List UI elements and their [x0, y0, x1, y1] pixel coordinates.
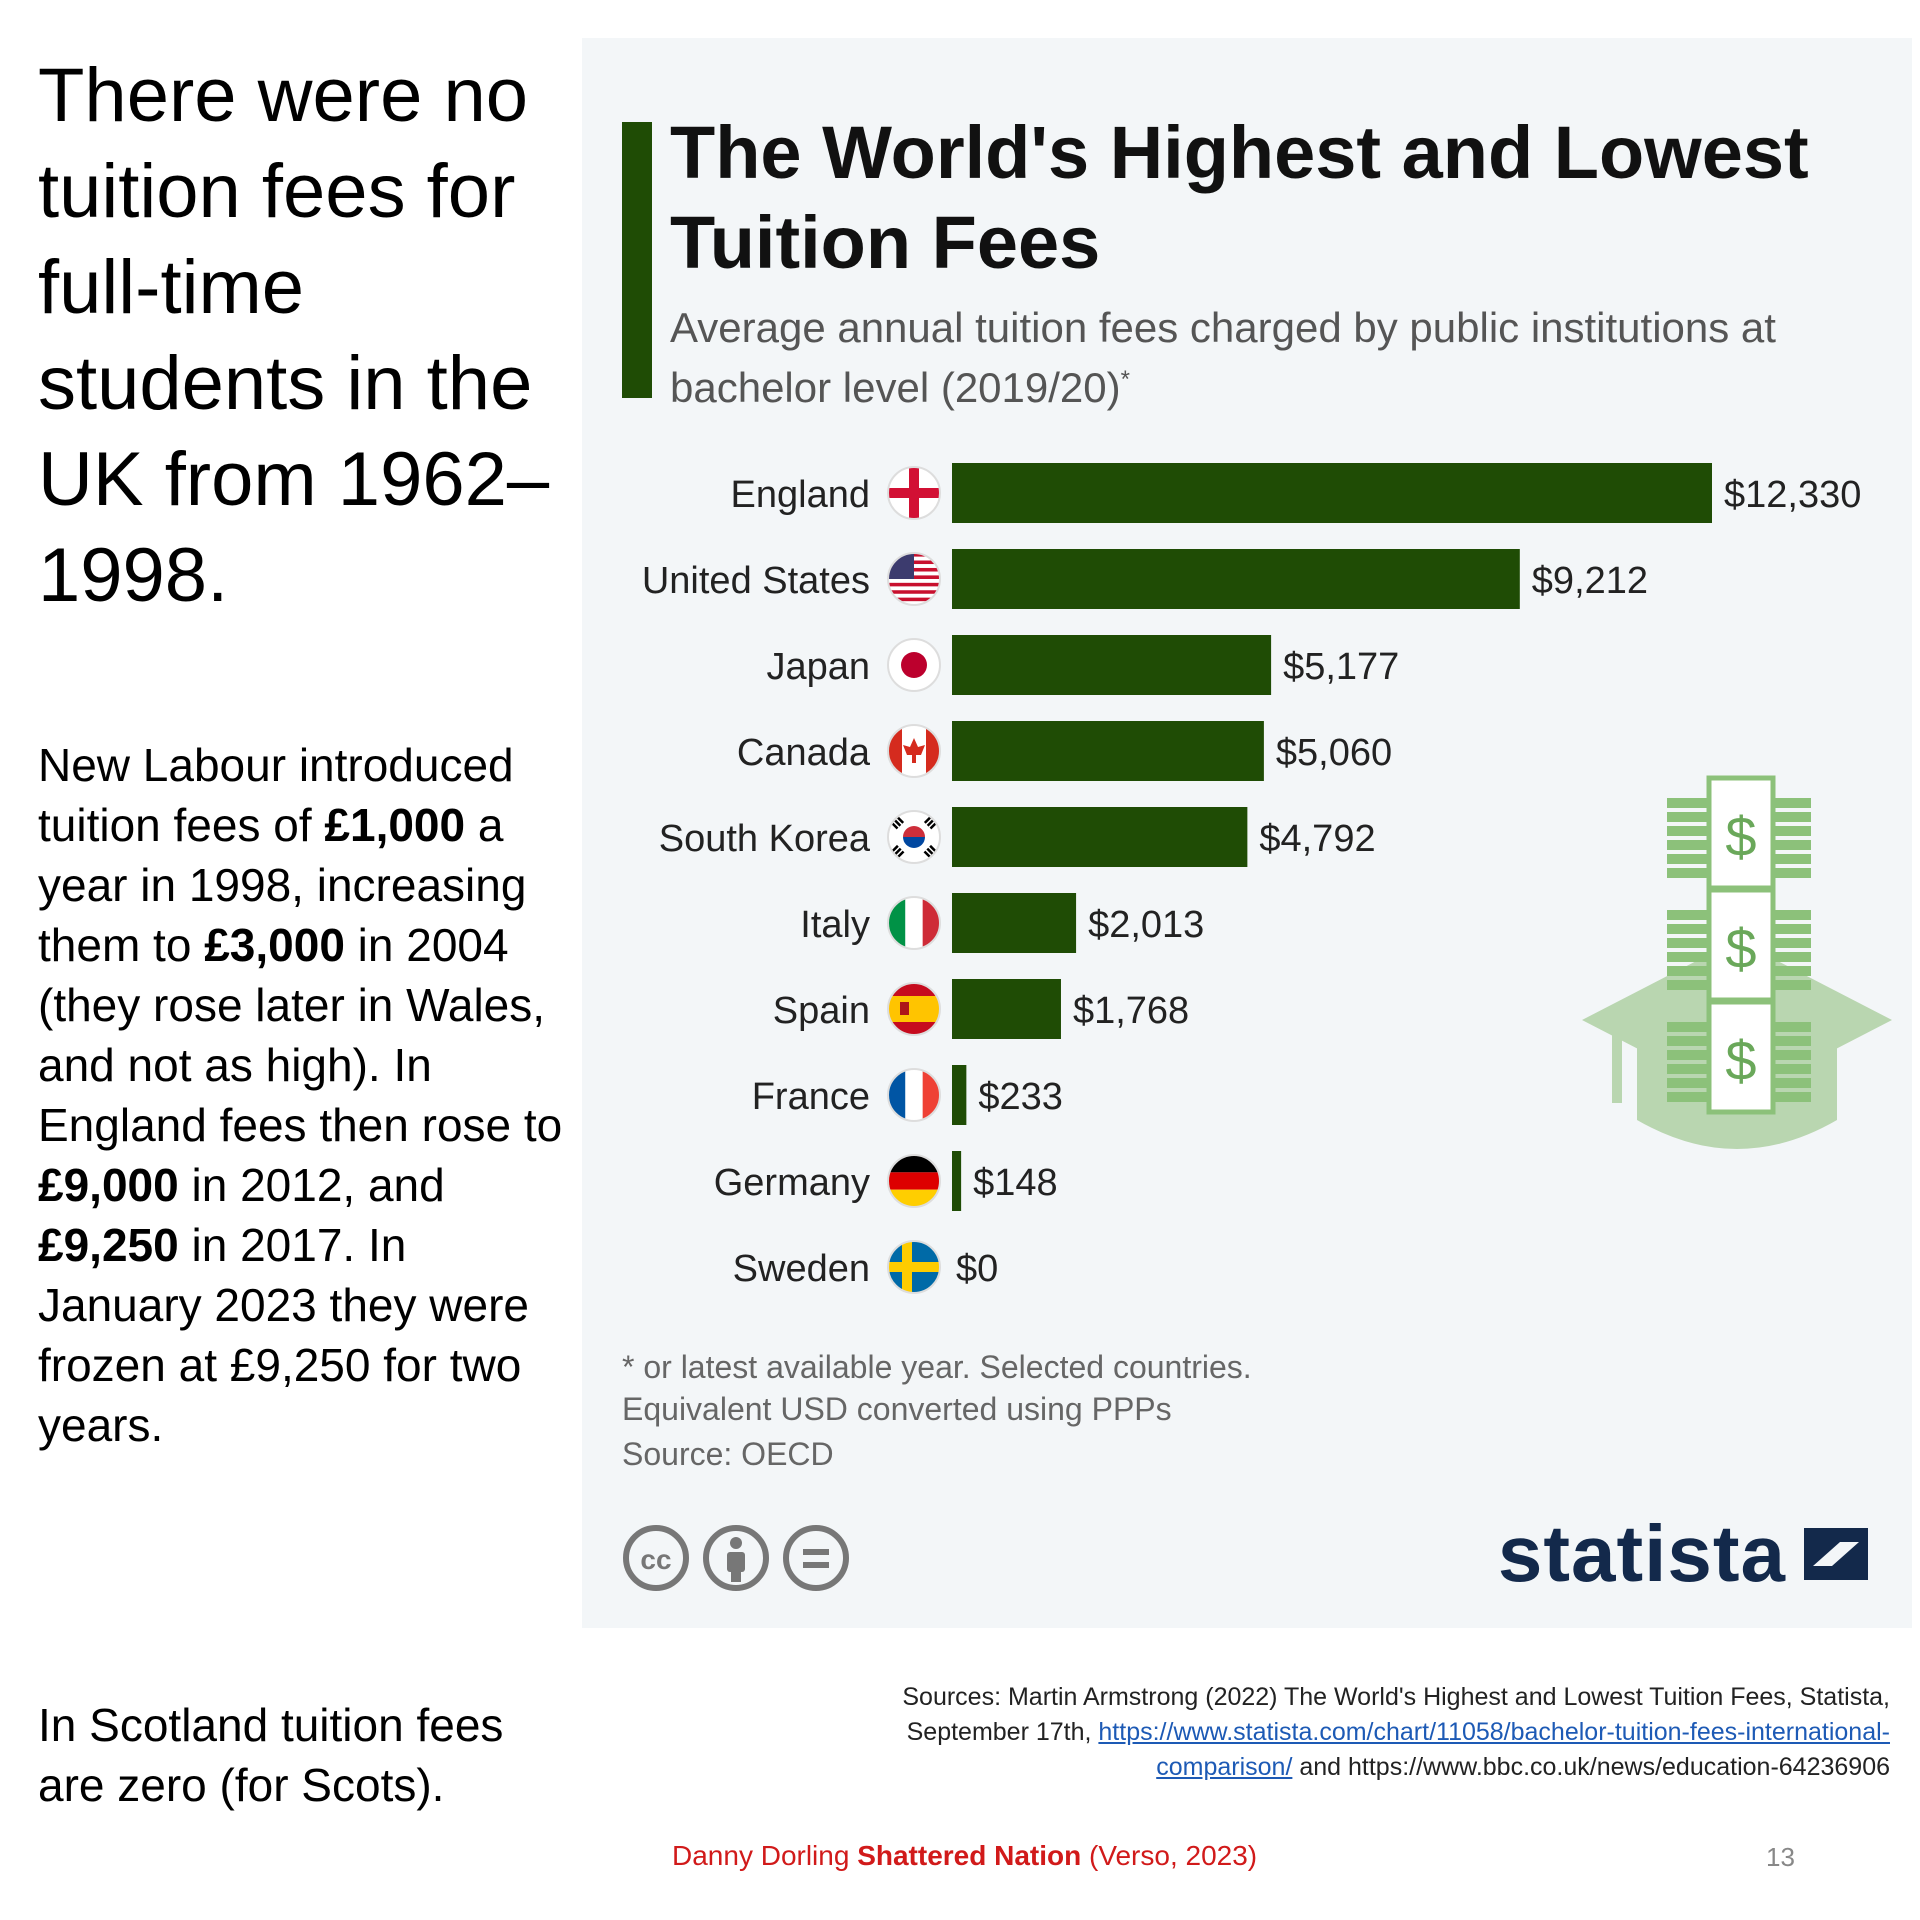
category-label: South Korea: [659, 818, 871, 860]
footnote-line-2: Equivalent USD converted using PPPs: [622, 1391, 1172, 1427]
chart-title: The World's Highest and Lowest Tuition F…: [670, 111, 1809, 284]
value-label: $5,060: [1276, 732, 1392, 774]
bar-row: United States $9,212: [642, 549, 1648, 609]
svg-text:cc: cc: [640, 1544, 671, 1575]
united-states-flag-icon: [887, 552, 941, 606]
credit-publisher: (Verso, 2023): [1081, 1840, 1258, 1871]
category-label: Sweden: [733, 1248, 870, 1290]
title-accent-bar: [622, 122, 652, 398]
credit-author: Danny Dorling: [672, 1840, 858, 1871]
bar-row: England $12,330: [731, 463, 1861, 523]
credit-book-title: Shattered Nation: [857, 1840, 1082, 1871]
slide-heading: There were no tuition fees for full-time…: [38, 53, 550, 618]
chart-source: Source: OECD: [622, 1436, 834, 1472]
references: Sources: Martin Armstrong (2022) The Wor…: [710, 1680, 1890, 1785]
subtitle-asterisk: *: [1120, 366, 1130, 393]
bar: [952, 979, 1061, 1039]
reference-line-2: September 17th, https://www.statista.com…: [710, 1715, 1890, 1750]
bar-row: Japan $5,177: [766, 635, 1399, 695]
bar: [952, 893, 1077, 953]
bar: [952, 463, 1712, 523]
bar: [952, 549, 1520, 609]
attribution-icon: [703, 1525, 769, 1591]
value-label: $233: [978, 1076, 1063, 1118]
germany-flag-icon: [887, 1154, 941, 1208]
chart-card: The World's Highest and Lowest Tuition F…: [582, 38, 1912, 1628]
paragraph-text: New Labour introduced tuition fees of: [38, 739, 514, 851]
value-label: $2,013: [1088, 904, 1204, 946]
reference-date: September 17th,: [906, 1718, 1099, 1746]
bar: [952, 1065, 967, 1125]
paragraph-text: in 2012, and: [178, 1159, 445, 1211]
category-label: United States: [642, 560, 870, 602]
statista-link[interactable]: https://www.statista.com/chart/11058/bac…: [1098, 1718, 1890, 1746]
bar: [952, 721, 1264, 781]
category-label: England: [731, 474, 870, 516]
money-stack-illustration: $ $ $: [1582, 775, 1892, 1149]
bar: [952, 1151, 962, 1211]
bar-row: Spain $1,768: [773, 979, 1189, 1039]
value-label: $4,792: [1259, 818, 1375, 860]
category-label: France: [752, 1076, 870, 1118]
svg-text:$: $: [1725, 805, 1756, 868]
cc-icon: cc: [623, 1525, 689, 1591]
chart-subtitle: Average annual tuition fees charged by p…: [670, 302, 1870, 414]
canada-flag-icon: [887, 724, 941, 778]
statista-wordmark: statista: [1497, 1509, 1786, 1598]
paragraph-text: in 2004 (they rose later in Wales, and n…: [38, 919, 563, 1151]
chart-footnote: * or latest available year. Selected cou…: [622, 1346, 1522, 1430]
bar-row: Germany $148: [714, 1151, 1058, 1211]
reference-line-3: comparison/ and https://www.bbc.co.uk/ne…: [710, 1750, 1890, 1785]
svg-text:$: $: [1725, 917, 1756, 980]
reference-line-1: Sources: Martin Armstrong (2022) The Wor…: [902, 1683, 1890, 1711]
value-label: $0: [956, 1248, 998, 1290]
creative-commons-icons: cc: [623, 1525, 849, 1591]
chart-subtitle-text: Average annual tuition fees charged by p…: [670, 304, 1776, 411]
bar: [952, 635, 1272, 695]
bar-row: South Korea $4,792: [659, 807, 1376, 867]
category-label: Germany: [714, 1162, 870, 1204]
statista-logo-icon: [1804, 1528, 1868, 1580]
value-label: $148: [973, 1162, 1058, 1204]
bar-row: Italy $2,013: [800, 893, 1204, 953]
england-flag-icon: [887, 466, 941, 520]
france-flag-icon: [887, 1068, 941, 1122]
bar: [952, 807, 1248, 867]
bar-row: Canada $5,060: [737, 721, 1392, 781]
value-label: $12,330: [1724, 474, 1861, 516]
category-label: Japan: [766, 646, 870, 688]
south-korea-flag-icon: [887, 810, 941, 864]
spain-flag-icon: [887, 982, 941, 1036]
book-credit: Danny Dorling Shattered Nation (Verso, 2…: [672, 1840, 1257, 1872]
bbc-reference: and https://www.bbc.co.uk/news/education…: [1292, 1753, 1890, 1781]
fee-amount: £1,000: [324, 799, 466, 851]
footnote-line-1: * or latest available year. Selected cou…: [622, 1349, 1252, 1385]
value-label: $1,768: [1073, 990, 1189, 1032]
fees-history-paragraph: New Labour introduced tuition fees of £1…: [38, 735, 578, 1455]
sweden-flag-icon: [887, 1240, 941, 1294]
bar-row: Sweden $0: [733, 1240, 998, 1294]
page-number: 13: [1766, 1842, 1795, 1872]
category-label: Canada: [737, 732, 871, 774]
bar-row: France $233: [752, 1065, 1063, 1125]
fee-amount: £9,000: [38, 1159, 179, 1211]
value-label: $5,177: [1283, 646, 1399, 688]
japan-flag-icon: [887, 638, 941, 692]
fee-amount: £3,000: [204, 919, 345, 971]
italy-flag-icon: [887, 896, 941, 950]
svg-text:$: $: [1725, 1029, 1756, 1092]
category-label: Italy: [800, 904, 870, 946]
no-derivatives-icon: [783, 1525, 849, 1591]
paragraph-text: a year in 1998, increasing them to: [38, 799, 527, 971]
value-label: $9,212: [1532, 560, 1648, 602]
statista-link-continued[interactable]: comparison/: [1156, 1753, 1293, 1781]
paragraph-text: in 2017. In January 2023 they were froze…: [38, 1219, 529, 1451]
scotland-note: In Scotland tuition fees are zero (for S…: [38, 1699, 504, 1811]
fee-amount: £9,250: [38, 1219, 179, 1271]
category-label: Spain: [773, 990, 870, 1032]
bar-chart: England $12,330 United States $9,212 Japan $5…: [642, 463, 1892, 1294]
statista-logo: statista: [1498, 1508, 1872, 1600]
